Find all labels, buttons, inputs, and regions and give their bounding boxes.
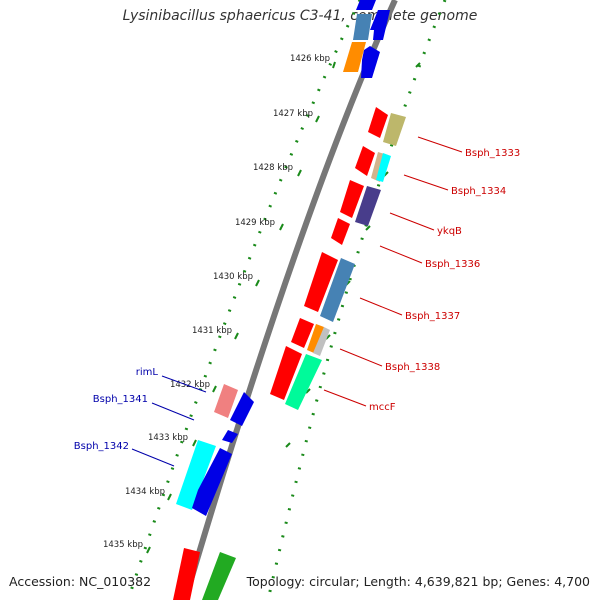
gene-label: ykqB bbox=[437, 226, 462, 237]
gene-label: Bsph_1334 bbox=[451, 186, 506, 197]
gene-arrow bbox=[214, 384, 238, 418]
gene-arrow bbox=[230, 392, 254, 426]
gene-label: Bsph_1342 bbox=[74, 441, 129, 452]
gene-arrow bbox=[304, 252, 338, 312]
gene-arrow bbox=[176, 440, 216, 510]
gene-arrow bbox=[331, 218, 350, 245]
scale-ring-outer bbox=[266, 0, 447, 600]
gene-arrow bbox=[376, 153, 391, 182]
gene-arrow bbox=[173, 548, 200, 600]
tick-label: 1428 kbp bbox=[253, 163, 293, 173]
gene-arrow bbox=[343, 42, 366, 72]
tick-label: 1434 kbp bbox=[125, 487, 165, 497]
gene-arrow bbox=[355, 186, 381, 226]
gene-arrow bbox=[368, 107, 388, 138]
gene-label: Bsph_1333 bbox=[465, 148, 520, 159]
scale-ring-inner bbox=[126, 0, 362, 600]
gene-label: Bsph_1338 bbox=[385, 362, 440, 373]
tick-label: 1426 kbp bbox=[290, 54, 330, 64]
gene-arrow bbox=[356, 0, 376, 10]
gene-arrow bbox=[340, 180, 364, 218]
gene-arrow bbox=[222, 430, 238, 443]
gene-arrow bbox=[192, 448, 232, 516]
gene-arrow bbox=[355, 146, 375, 176]
gene-arrow bbox=[370, 10, 390, 40]
tick-label: 1430 kbp bbox=[213, 272, 253, 282]
gene-arrow bbox=[320, 258, 355, 322]
gene-label: mccF bbox=[369, 402, 396, 413]
gene-label: Bsph_1341 bbox=[93, 394, 148, 405]
gene-arrow bbox=[285, 354, 322, 410]
gene-arrow bbox=[270, 346, 302, 400]
tick-label: 1432 kbp bbox=[170, 380, 210, 390]
tick-label: 1435 kbp bbox=[103, 540, 143, 550]
gene-arrow bbox=[291, 318, 314, 348]
gene-arrow bbox=[313, 327, 330, 356]
gene-arrow bbox=[353, 14, 372, 40]
tick-label: 1433 kbp bbox=[148, 433, 188, 443]
gene-arrow bbox=[361, 46, 380, 78]
tick-marks bbox=[146, 61, 421, 554]
gene-arrow bbox=[202, 552, 236, 600]
gene-arrow bbox=[383, 113, 406, 146]
gene-label: Bsph_1336 bbox=[425, 259, 480, 270]
gene-label: rimL bbox=[136, 367, 159, 378]
accession-text: Accession: NC_010382 bbox=[9, 574, 152, 589]
tick-label: 1429 kbp bbox=[235, 218, 275, 228]
gene-label: Bsph_1337 bbox=[405, 311, 460, 322]
genome-summary: Topology: circular; Length: 4,639,821 bp… bbox=[246, 574, 590, 589]
tick-label: 1431 kbp bbox=[192, 326, 232, 336]
tick-label: 1427 kbp bbox=[273, 109, 313, 119]
gene-arrow bbox=[307, 324, 324, 353]
